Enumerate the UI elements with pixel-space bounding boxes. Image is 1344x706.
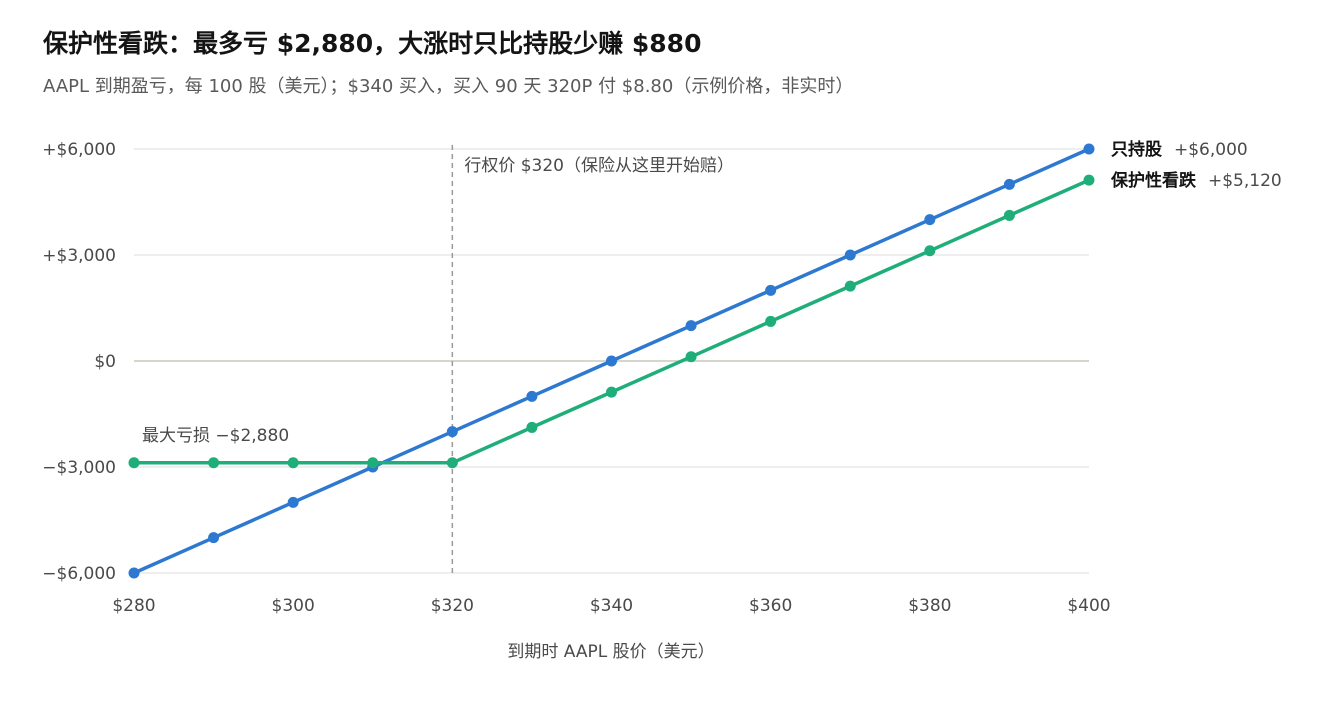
x-tick-label: $300	[272, 596, 315, 616]
y-axis-ticks: +$6,000 +$3,000 $0 −$3,000 −$6,000	[42, 140, 116, 584]
x-tick-label: $280	[112, 596, 155, 616]
x-tick-label: $380	[908, 596, 951, 616]
y-tick-label: +$6,000	[42, 140, 116, 160]
series-end-value: +$6,000	[1174, 140, 1248, 160]
data-point	[1083, 143, 1095, 155]
series-protective-put	[128, 174, 1095, 469]
data-point	[446, 457, 458, 469]
data-point	[287, 457, 299, 469]
x-tick-label: $320	[431, 596, 474, 616]
data-point	[685, 351, 697, 363]
y-tick-label: −$6,000	[42, 564, 116, 584]
series-stock-only	[128, 143, 1095, 579]
series-end-value: +$5,120	[1208, 171, 1282, 191]
data-point	[128, 567, 140, 579]
data-point	[128, 457, 140, 469]
data-point	[208, 457, 220, 469]
data-point	[208, 532, 220, 544]
x-axis-ticks: $280 $300 $320 $340 $360 $380 $400	[112, 596, 1110, 616]
x-tick-label: $360	[749, 596, 792, 616]
data-point	[765, 315, 777, 327]
data-point	[606, 355, 617, 367]
annotations: 行权价 $320（保险从这里开始赔） 最大亏损 −$2,880	[142, 145, 734, 573]
series-lines	[128, 143, 1095, 579]
data-point	[765, 284, 777, 296]
data-point	[367, 457, 379, 469]
data-point	[924, 214, 936, 226]
data-point	[606, 386, 617, 398]
x-tick-label: $400	[1067, 596, 1110, 616]
series-line	[132, 178, 1091, 465]
data-point	[526, 421, 538, 433]
chart-subtitle: AAPL 到期盈亏，每 100 股（美元）；$340 买入，买入 90 天 32…	[43, 76, 854, 97]
data-point	[844, 249, 856, 261]
series-end-labels: 只持股 +$6,000 保护性看跌 +$5,120	[1110, 139, 1282, 191]
data-point	[844, 280, 856, 292]
max-loss-annotation: 最大亏损 −$2,880	[142, 426, 289, 446]
data-point	[526, 390, 538, 402]
x-axis-label: 到期时 AAPL 股价（美元）	[507, 642, 714, 662]
data-point	[287, 496, 299, 508]
data-point	[924, 245, 936, 257]
series-name-label: 只持股	[1111, 139, 1162, 160]
y-tick-label: $0	[94, 352, 116, 372]
x-tick-label: $340	[590, 596, 633, 616]
y-tick-label: +$3,000	[42, 246, 116, 266]
data-point	[1003, 209, 1015, 221]
data-point	[685, 320, 697, 332]
data-point	[1003, 178, 1015, 190]
y-tick-label: −$3,000	[42, 458, 116, 478]
data-point	[446, 426, 458, 438]
chart-title: 保护性看跌：最多亏 $2,880，大涨时只比持股少赚 $880	[43, 29, 702, 58]
strike-annotation: 行权价 $320（保险从这里开始赔）	[464, 156, 734, 176]
series-name-label: 保护性看跌	[1110, 170, 1197, 191]
data-point	[1083, 174, 1095, 186]
